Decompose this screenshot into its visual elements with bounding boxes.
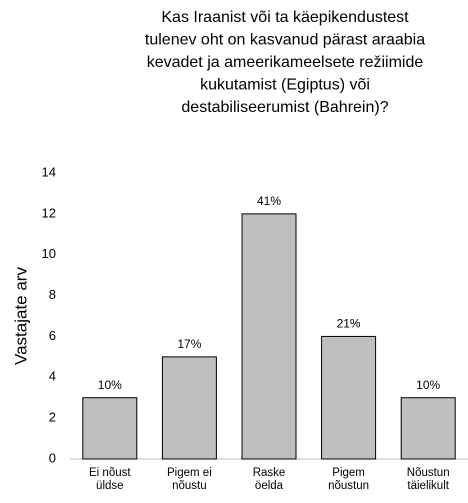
y-tick-label: 0: [49, 450, 56, 465]
chart-title: destabiliseerumist (Bahrein)?: [181, 99, 388, 116]
data-label: 17%: [177, 337, 201, 351]
chart-title: Kas Iraanist või ta käepikendustest: [161, 9, 409, 26]
x-tick-label: Raske: [253, 467, 286, 479]
x-tick-label: täielikult: [407, 480, 449, 492]
x-tick-label: Nõustun: [407, 467, 450, 479]
y-tick-label: 8: [49, 287, 56, 302]
data-label: 21%: [337, 317, 361, 331]
x-tick-label: üldse: [96, 480, 124, 492]
data-label: 10%: [98, 378, 122, 392]
y-tick-label: 10: [42, 246, 56, 261]
x-tick-label: Pigem ei: [167, 467, 212, 479]
bar: [321, 335, 377, 460]
x-tick-label: öelda: [255, 480, 284, 492]
x-tick-label: nõustu: [172, 480, 207, 492]
y-tick-label: 4: [49, 369, 56, 384]
x-tick-label: Ei nõust: [89, 467, 131, 479]
x-tick-label: Pigem: [332, 467, 365, 479]
bar: [400, 397, 456, 460]
y-tick-label: 2: [49, 410, 56, 425]
x-tick-label: nõustun: [328, 480, 369, 492]
chart-title: kukutamist (Egiptus) või: [200, 77, 370, 94]
y-tick-label: 12: [42, 205, 56, 220]
chart-title: tulenev oht on kasvanud pärast araabia: [145, 32, 425, 49]
data-label: 41%: [257, 194, 281, 208]
y-tick-label: 6: [49, 328, 56, 343]
y-tick-label: 14: [42, 164, 56, 179]
chart-title: kevadet ja ameerikameelsete režiimide: [147, 54, 424, 71]
bar: [82, 397, 138, 460]
bar: [241, 213, 297, 460]
bar: [161, 356, 217, 460]
y-axis-label: Vastajate arv: [11, 267, 30, 365]
data-label: 10%: [416, 378, 440, 392]
